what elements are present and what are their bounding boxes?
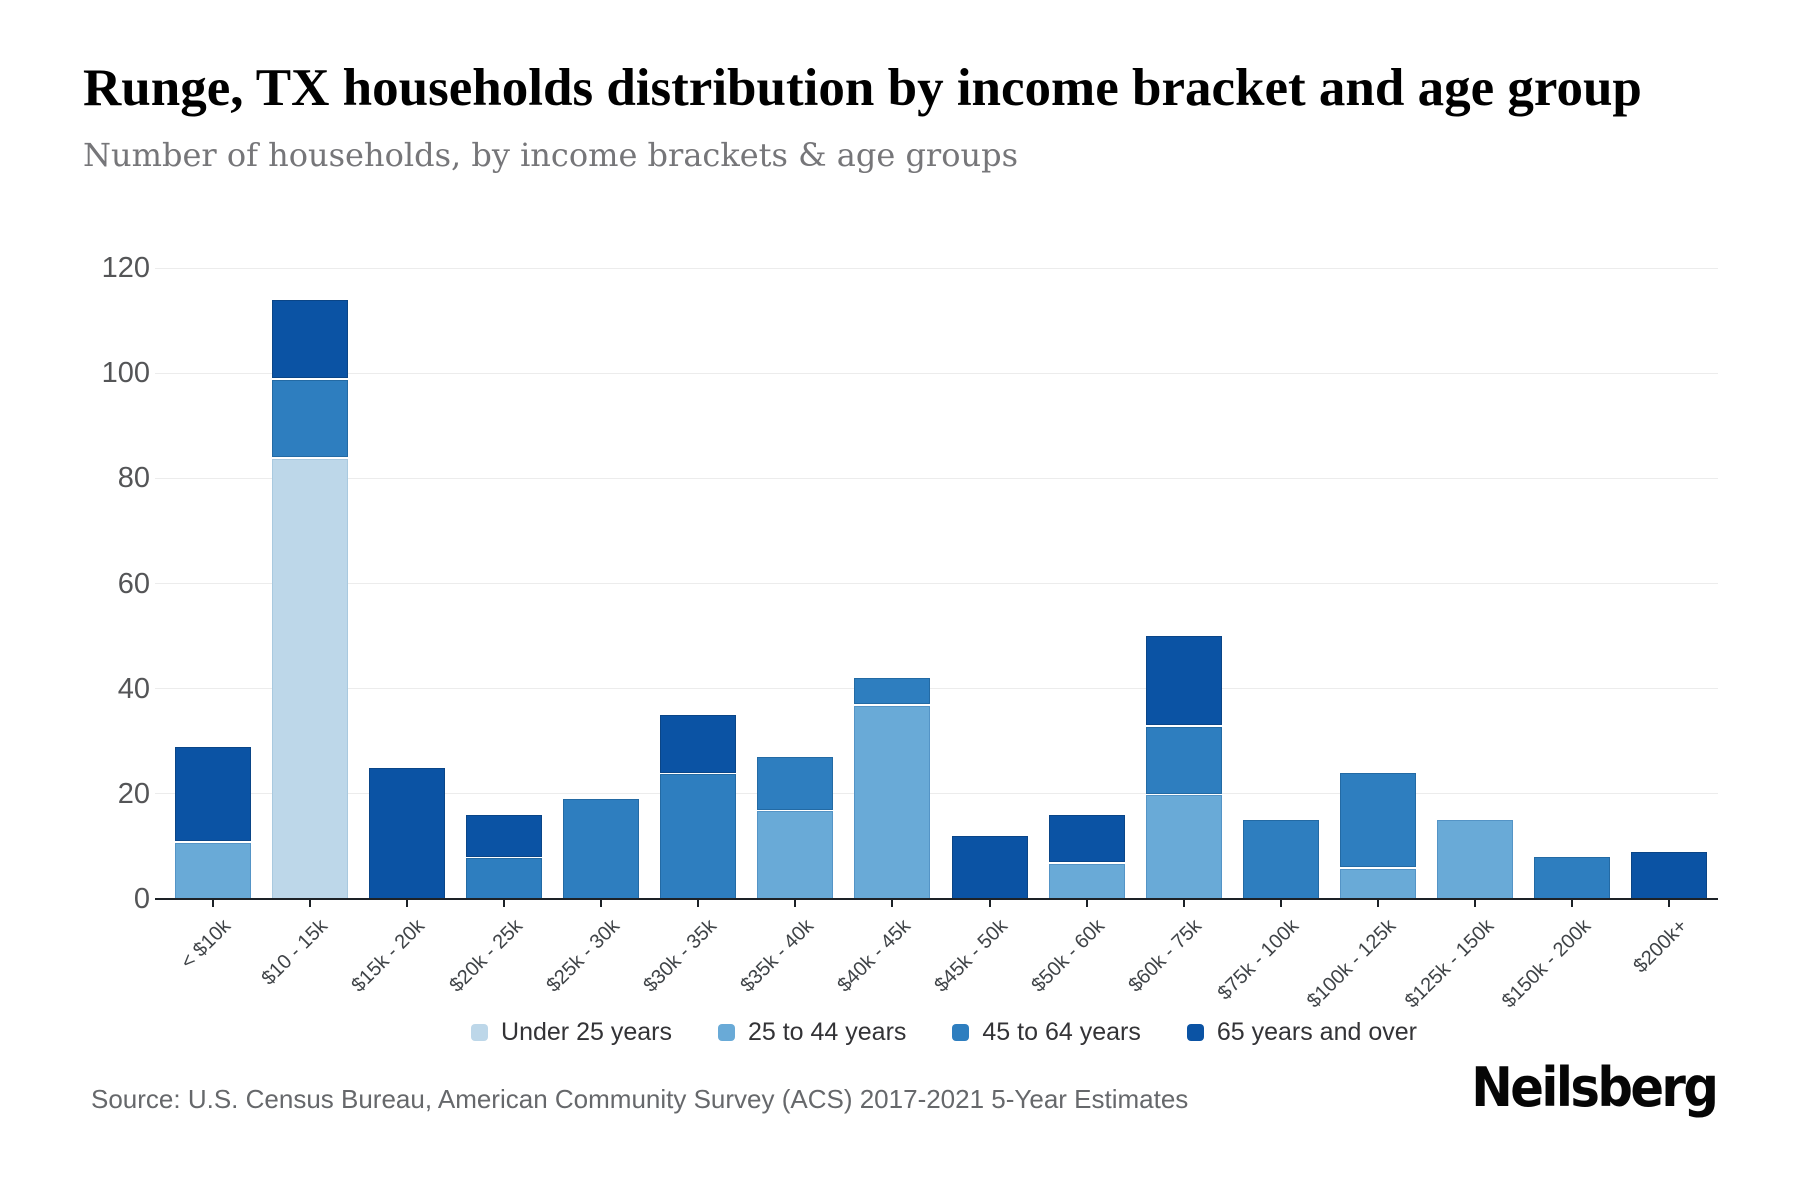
bar-segment[interactable] [271, 458, 348, 899]
x-axis-tick [600, 900, 603, 907]
x-axis-tick [1668, 900, 1671, 907]
x-axis-label: $20k - 25k [444, 915, 527, 997]
legend-item[interactable]: 25 to 44 years [717, 1018, 907, 1046]
bar-segment[interactable] [1340, 772, 1417, 868]
x-axis-label: $200k+ [1629, 915, 1692, 978]
bar-segment[interactable] [465, 814, 542, 857]
bar-segment[interactable] [854, 705, 931, 899]
legend-swatch-icon [1186, 1024, 1204, 1041]
bar-segment[interactable] [1534, 856, 1611, 899]
legend-label: 65 years and over [1216, 1018, 1417, 1046]
bar-segment[interactable] [174, 746, 251, 842]
legend-swatch-icon [471, 1024, 489, 1041]
y-axis-label-120: 120 [101, 252, 150, 284]
legend-item[interactable]: 45 to 64 years [952, 1018, 1141, 1046]
legend-swatch-icon [717, 1024, 735, 1041]
gridline-y60 [155, 583, 1718, 584]
gridline-y40 [155, 688, 1718, 690]
x-axis-tick [1474, 900, 1477, 907]
y-axis-label-80: 80 [117, 462, 150, 495]
bar-segment[interactable] [660, 714, 737, 773]
x-axis-label: $35k - 40k [736, 915, 818, 997]
x-axis-tick [988, 900, 991, 907]
legend-label: Under 25 years [501, 1018, 672, 1046]
bar-segment[interactable] [1048, 863, 1125, 899]
bar-segment[interactable] [271, 299, 348, 379]
bar-segment[interactable] [1145, 795, 1222, 899]
x-axis-label: $60k - 75k [1124, 915, 1207, 997]
bar-segment[interactable] [1437, 820, 1514, 899]
x-axis-tick [1571, 900, 1574, 907]
x-axis-label: $15k - 20k [347, 915, 430, 997]
y-axis-label-100: 100 [101, 357, 150, 390]
x-axis-label: $25k - 30k [542, 915, 624, 997]
x-axis-tick [1182, 900, 1185, 907]
x-axis-tick [211, 900, 214, 907]
x-axis-tick [1377, 900, 1380, 907]
page-title: Runge, TX households distribution by inc… [83, 59, 1642, 117]
bar-segment[interactable] [174, 842, 251, 899]
x-axis-label: $45k - 50k [930, 915, 1013, 997]
bar-segment[interactable] [757, 757, 834, 810]
bar-segment[interactable] [1048, 814, 1125, 863]
bar-segment[interactable] [563, 799, 640, 899]
x-axis-label: $10 - 15k [257, 915, 333, 990]
bar-segment[interactable] [757, 811, 834, 899]
x-axis-label: $125k - 150k [1400, 915, 1498, 1013]
x-axis-tick [1085, 900, 1088, 907]
x-axis-tick [308, 900, 311, 907]
legend-label: 45 to 64 years [982, 1018, 1141, 1046]
x-axis-line [155, 898, 1718, 900]
bar-segment[interactable] [465, 858, 542, 899]
x-axis-tick [891, 900, 894, 907]
x-axis-tick [697, 900, 700, 907]
bar-segment[interactable] [1631, 851, 1708, 899]
x-axis-label: $100k - 125k [1303, 915, 1401, 1013]
gridline-y20 [155, 793, 1718, 795]
bar-segment[interactable] [271, 379, 348, 458]
legend-label: 25 to 44 years [747, 1018, 907, 1046]
page-subtitle: Number of households, by income brackets… [83, 136, 1018, 174]
bar-segment[interactable] [1242, 820, 1319, 899]
gridline-y80 [155, 477, 1718, 479]
legend-item[interactable]: 65 years and over [1186, 1018, 1417, 1046]
bar-segment[interactable] [1145, 726, 1222, 794]
bar-segment[interactable] [951, 835, 1028, 899]
x-axis-label: $50k - 60k [1027, 915, 1110, 997]
brand-logo: Neilsberg [1470, 1056, 1719, 1119]
y-axis-label-20: 20 [117, 777, 150, 810]
x-axis-label: $150k - 200k [1497, 915, 1595, 1013]
x-axis-label: < $10k [176, 915, 236, 974]
gridline-y100 [155, 372, 1718, 374]
y-axis-label-60: 60 [117, 567, 150, 600]
x-axis-tick [502, 900, 505, 907]
legend-item[interactable]: Under 25 years [471, 1020, 672, 1045]
x-axis-tick [405, 900, 408, 907]
x-axis-label: $75k - 100k [1214, 915, 1304, 1005]
x-axis-tick [794, 900, 797, 907]
x-axis-tick [1279, 900, 1282, 907]
bar-segment[interactable] [854, 678, 931, 705]
bar-segment[interactable] [1340, 868, 1417, 899]
chart-legend: Under 25 years 25 to 44 years 45 to 64 yea… [244, 1020, 1644, 1045]
source-note: Source: U.S. Census Bureau, American Com… [91, 1084, 1189, 1114]
y-axis-label-0: 0 [133, 883, 150, 915]
bar-segment[interactable] [1145, 636, 1222, 726]
x-axis-label: $40k - 45k [833, 915, 915, 997]
gridline-y120 [155, 267, 1718, 269]
bar-segment[interactable] [368, 767, 445, 899]
y-axis-label-40: 40 [117, 672, 150, 705]
x-axis-label: $30k - 35k [639, 915, 721, 997]
bar-segment[interactable] [660, 774, 737, 899]
legend-swatch-icon [952, 1024, 970, 1041]
